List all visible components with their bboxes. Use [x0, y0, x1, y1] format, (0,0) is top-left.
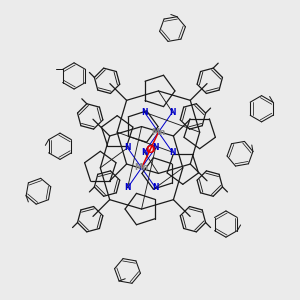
Text: N: N [141, 108, 148, 117]
Text: O: O [145, 145, 155, 155]
Text: N: N [152, 143, 159, 152]
Text: N: N [169, 148, 176, 157]
Text: N: N [124, 183, 131, 192]
Text: Mn: Mn [134, 163, 149, 172]
Text: N: N [141, 148, 148, 157]
Text: N: N [124, 143, 131, 152]
Text: N: N [169, 108, 176, 117]
Text: N: N [152, 183, 159, 192]
Text: Mn: Mn [151, 128, 166, 137]
